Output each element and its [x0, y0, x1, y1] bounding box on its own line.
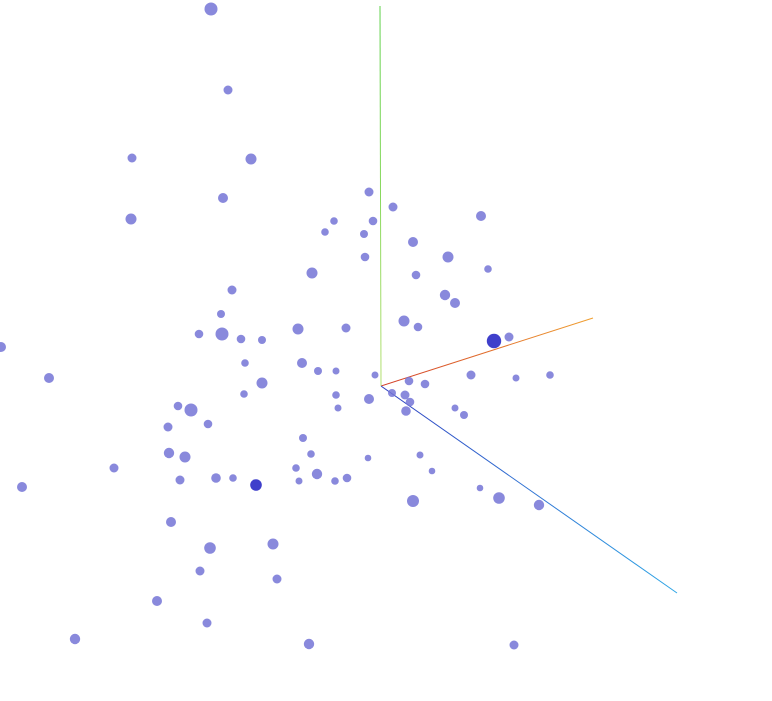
scatter-point[interactable]: [241, 359, 249, 367]
scatter-point[interactable]: [486, 333, 502, 349]
scatter-point[interactable]: [227, 285, 237, 295]
scatter-point[interactable]: [223, 85, 233, 95]
scatter-point[interactable]: [360, 252, 370, 262]
scatter-point[interactable]: [299, 434, 307, 442]
scatter-point[interactable]: [400, 390, 410, 400]
scatter-point[interactable]: [163, 447, 175, 459]
scatter-point[interactable]: [341, 323, 351, 333]
scatter-point[interactable]: [428, 467, 436, 475]
scatter-point[interactable]: [364, 187, 374, 197]
scatter-point[interactable]: [331, 477, 339, 485]
scatter-point[interactable]: [166, 517, 176, 527]
scatter-point[interactable]: [442, 251, 454, 263]
scatter-point[interactable]: [321, 228, 329, 236]
scatter-point[interactable]: [245, 153, 257, 165]
scatter-point[interactable]: [236, 334, 246, 344]
scatter-point[interactable]: [295, 477, 303, 485]
scatter-point[interactable]: [17, 482, 27, 492]
scatter-point[interactable]: [360, 230, 368, 238]
scatter-point[interactable]: [314, 367, 322, 375]
scatter-point[interactable]: [256, 377, 268, 389]
scatter-point[interactable]: [250, 479, 262, 491]
scatter-point[interactable]: [405, 397, 415, 407]
scatter-point[interactable]: [451, 404, 459, 412]
scatter-point[interactable]: [364, 394, 374, 404]
scatter-point[interactable]: [267, 538, 279, 550]
scatter-point[interactable]: [439, 289, 451, 301]
y-axis-line: [379, 5, 382, 387]
scatter-point[interactable]: [204, 542, 216, 554]
scatter-point[interactable]: [272, 574, 282, 584]
scatter-point[interactable]: [173, 401, 183, 411]
scatter-point[interactable]: [332, 391, 340, 399]
scatter-point[interactable]: [484, 265, 492, 273]
scatter-point[interactable]: [460, 411, 468, 419]
scatter-point[interactable]: [203, 419, 213, 429]
scatter-point[interactable]: [450, 298, 460, 308]
scatter-point[interactable]: [0, 342, 6, 352]
scatter-point[interactable]: [109, 463, 119, 473]
scatter-point[interactable]: [175, 475, 185, 485]
scatter-point[interactable]: [240, 390, 248, 398]
scatter-point[interactable]: [388, 389, 396, 397]
scatter-point[interactable]: [69, 633, 81, 645]
scatter-point[interactable]: [388, 202, 398, 212]
scatter-point[interactable]: [407, 495, 419, 507]
scatter-point[interactable]: [398, 315, 410, 327]
z-axis-line: [380, 385, 678, 594]
scatter-point[interactable]: [420, 379, 430, 389]
scatter-point[interactable]: [204, 2, 218, 16]
scatter-point[interactable]: [416, 451, 424, 459]
scatter-point[interactable]: [179, 451, 191, 463]
scatter-point[interactable]: [292, 323, 304, 335]
scatter-point[interactable]: [195, 566, 205, 576]
scatter-point[interactable]: [404, 376, 414, 386]
scatter-point[interactable]: [163, 422, 173, 432]
scatter-point[interactable]: [411, 270, 421, 280]
x-axis-line: [380, 317, 594, 387]
scatter-point[interactable]: [297, 358, 307, 368]
scatter-point[interactable]: [509, 640, 519, 650]
scatter-point[interactable]: [44, 373, 54, 383]
scatter-point[interactable]: [311, 468, 323, 480]
scatter-point[interactable]: [258, 336, 266, 344]
scatter-points: [0, 2, 554, 650]
scatter-point[interactable]: [368, 216, 378, 226]
scatter-point[interactable]: [342, 473, 352, 483]
scatter-point[interactable]: [504, 332, 514, 342]
scatter-point[interactable]: [493, 492, 505, 504]
scatter-point[interactable]: [202, 618, 212, 628]
scatter-point[interactable]: [364, 454, 372, 462]
scatter-point[interactable]: [512, 374, 520, 382]
axes-helper: [379, 5, 678, 594]
scatter-point[interactable]: [330, 217, 338, 225]
scatter-point[interactable]: [125, 213, 137, 225]
scatter-point[interactable]: [413, 322, 423, 332]
scatter-point[interactable]: [334, 404, 342, 412]
scatter-point[interactable]: [184, 403, 198, 417]
scatter-point[interactable]: [152, 596, 162, 606]
scatter-point[interactable]: [306, 267, 318, 279]
scatter-point[interactable]: [218, 193, 228, 203]
scatter-point[interactable]: [303, 638, 315, 650]
scatter-point[interactable]: [229, 474, 237, 482]
scatter-point[interactable]: [476, 484, 484, 492]
scatter-point[interactable]: [332, 367, 340, 375]
scatter-point[interactable]: [127, 153, 137, 163]
scatter-point[interactable]: [292, 464, 300, 472]
scatter-point[interactable]: [401, 406, 411, 416]
scatter-point[interactable]: [533, 499, 545, 511]
scatter-point[interactable]: [217, 310, 225, 318]
scatter-point[interactable]: [307, 450, 315, 458]
scatter-point[interactable]: [215, 327, 229, 341]
scatter-point[interactable]: [466, 370, 476, 380]
scatter-point[interactable]: [194, 329, 204, 339]
scatter-point[interactable]: [408, 237, 418, 247]
scatter-point[interactable]: [371, 371, 379, 379]
scatter-point[interactable]: [476, 211, 486, 221]
scatter-point[interactable]: [546, 371, 554, 379]
scatter-point[interactable]: [211, 473, 221, 483]
